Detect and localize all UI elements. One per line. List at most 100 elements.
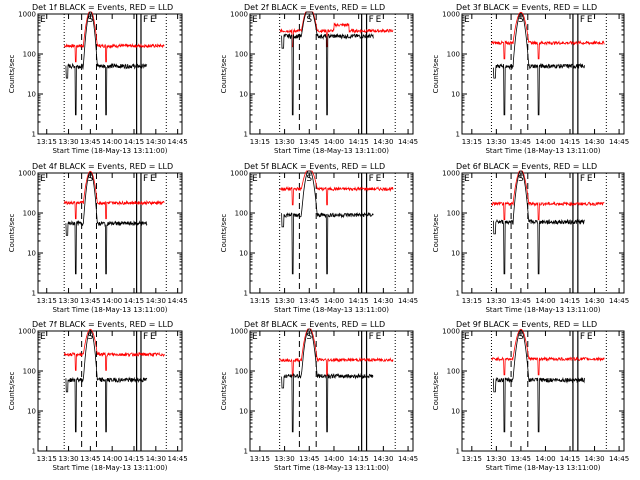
x-tick-label: 14:15 (349, 455, 369, 463)
panel-5: Det 5f BLACK = Events, RED = LLD 1 10 100 10… (220, 162, 418, 314)
y-tick-label: 100 (23, 368, 36, 376)
lld-series-line (279, 328, 394, 377)
y-tick-label: 10 (239, 250, 248, 258)
y-axis-label: Counts/sec (432, 372, 440, 411)
s-marker: S (88, 332, 94, 342)
lld-series-line (63, 170, 165, 220)
y-axis-label: Counts/sec (8, 214, 16, 253)
x-tick-label: 14:30 (146, 455, 166, 463)
panel-title: Det 3f BLACK = Events, RED = LLD (456, 3, 597, 12)
x-tick-label: 13:15 (37, 297, 57, 305)
x-tick-label: 13:15 (37, 138, 57, 146)
x-tick-label: 14:45 (609, 297, 629, 305)
x-tick-label: 14:30 (146, 297, 166, 305)
x-tick-label: 13:45 (80, 297, 100, 305)
y-tick-label: 10 (451, 250, 460, 258)
e-marker: E (150, 332, 156, 342)
y-tick-label: 1 (456, 290, 460, 298)
e-marker: E (252, 174, 258, 184)
x-tick-label: 13:45 (511, 297, 531, 305)
y-tick-label: 100 (23, 51, 36, 59)
x-tick-label: 14:15 (560, 455, 580, 463)
s-marker: S (88, 174, 94, 184)
panel-title: Det 5f BLACK = Events, RED = LLD (244, 162, 385, 171)
lld-series-line (279, 170, 394, 206)
plot-frame (249, 13, 414, 135)
x-tick-label: 14:45 (168, 138, 188, 146)
x-tick-label: 13:45 (511, 455, 531, 463)
y-tick-label: 1000 (18, 328, 36, 336)
lld-series-line (279, 11, 394, 48)
events-series-line (493, 329, 585, 433)
s-marker: S (88, 15, 94, 25)
panel-9: Det 9f BLACK = Events, RED = LLD 1 10 100 10… (432, 320, 629, 472)
y-tick-label: 1 (456, 131, 460, 139)
plot-frame (37, 330, 183, 452)
x-tick-label: 13:15 (250, 297, 270, 305)
y-tick-label: 1 (244, 290, 248, 298)
e-marker: E (252, 15, 258, 25)
x-tick-label: 13:45 (299, 297, 319, 305)
events-series-line (493, 170, 585, 275)
y-tick-label: 1000 (18, 170, 36, 178)
y-tick-label: 1 (32, 448, 36, 456)
events-series-line (65, 329, 148, 433)
panel-title: Det 2f BLACK = Events, RED = LLD (244, 3, 385, 12)
x-axis-label: Start Time (18-May-13 13:11:00) (52, 147, 167, 155)
x-tick-label: 14:00 (535, 455, 555, 463)
x-tick-label: 13:30 (486, 455, 506, 463)
x-tick-label: 14:30 (584, 138, 604, 146)
lld-series-line (491, 328, 605, 376)
x-tick-label: 14:15 (124, 297, 144, 305)
y-axis-label: Counts/sec (8, 372, 16, 411)
x-tick-label: 14:45 (609, 138, 629, 146)
x-tick-label: 13:15 (462, 297, 482, 305)
y-tick-label: 1000 (230, 170, 248, 178)
y-axis-label: Counts/sec (8, 55, 16, 94)
f-marker: F (580, 332, 585, 342)
panel-title: Det 6f BLACK = Events, RED = LLD (456, 162, 597, 171)
panel-6: Det 6f BLACK = Events, RED = LLD 1 10 100 10… (432, 162, 629, 314)
y-axis-label: Counts/sec (220, 214, 228, 253)
x-tick-label: 13:30 (58, 138, 78, 146)
x-tick-label: 14:30 (584, 297, 604, 305)
x-tick-label: 14:15 (560, 138, 580, 146)
lld-series-line (491, 170, 605, 221)
e-marker: E (376, 332, 382, 342)
y-axis-label: Counts/sec (432, 214, 440, 253)
x-tick-label: 13:45 (299, 455, 319, 463)
s-marker: S (518, 332, 524, 342)
panel-title: Det 4f BLACK = Events, RED = LLD (32, 162, 173, 171)
e-marker: E (587, 15, 593, 25)
plot-frame (37, 172, 183, 294)
x-axis-label: Start Time (18-May-13 13:11:00) (274, 464, 389, 472)
panel-2: Det 2f BLACK = Events, RED = LLD 1 10 100 10… (220, 3, 418, 155)
x-axis-label: Start Time (18-May-13 13:11:00) (52, 464, 167, 472)
x-tick-label: 14:00 (535, 138, 555, 146)
x-tick-label: 14:00 (102, 455, 122, 463)
e-marker: E (150, 174, 156, 184)
x-tick-label: 13:45 (80, 455, 100, 463)
x-tick-label: 14:45 (168, 455, 188, 463)
s-marker: S (518, 174, 524, 184)
x-tick-label: 13:30 (274, 138, 294, 146)
panel-8: Det 8f BLACK = Events, RED = LLD 1 10 100 10… (220, 320, 418, 472)
x-tick-label: 14:15 (124, 455, 144, 463)
y-tick-label: 100 (447, 51, 460, 59)
x-tick-label: 13:45 (80, 138, 100, 146)
x-tick-label: 14:45 (168, 297, 188, 305)
y-tick-label: 10 (27, 250, 36, 258)
f-marker: F (580, 174, 585, 184)
s-marker: S (518, 15, 524, 25)
x-tick-label: 14:00 (324, 297, 344, 305)
y-tick-label: 10 (239, 91, 248, 99)
x-tick-label: 14:30 (373, 297, 393, 305)
x-axis-label: Start Time (18-May-13 13:11:00) (485, 306, 600, 314)
lld-series-line (63, 11, 165, 63)
x-tick-label: 14:00 (102, 297, 122, 305)
x-tick-label: 13:15 (250, 138, 270, 146)
panel-7: Det 7f BLACK = Events, RED = LLD 1 10 100 10… (8, 320, 188, 472)
x-tick-label: 14:30 (146, 138, 166, 146)
plot-frame (461, 13, 625, 135)
y-tick-label: 100 (235, 210, 248, 218)
